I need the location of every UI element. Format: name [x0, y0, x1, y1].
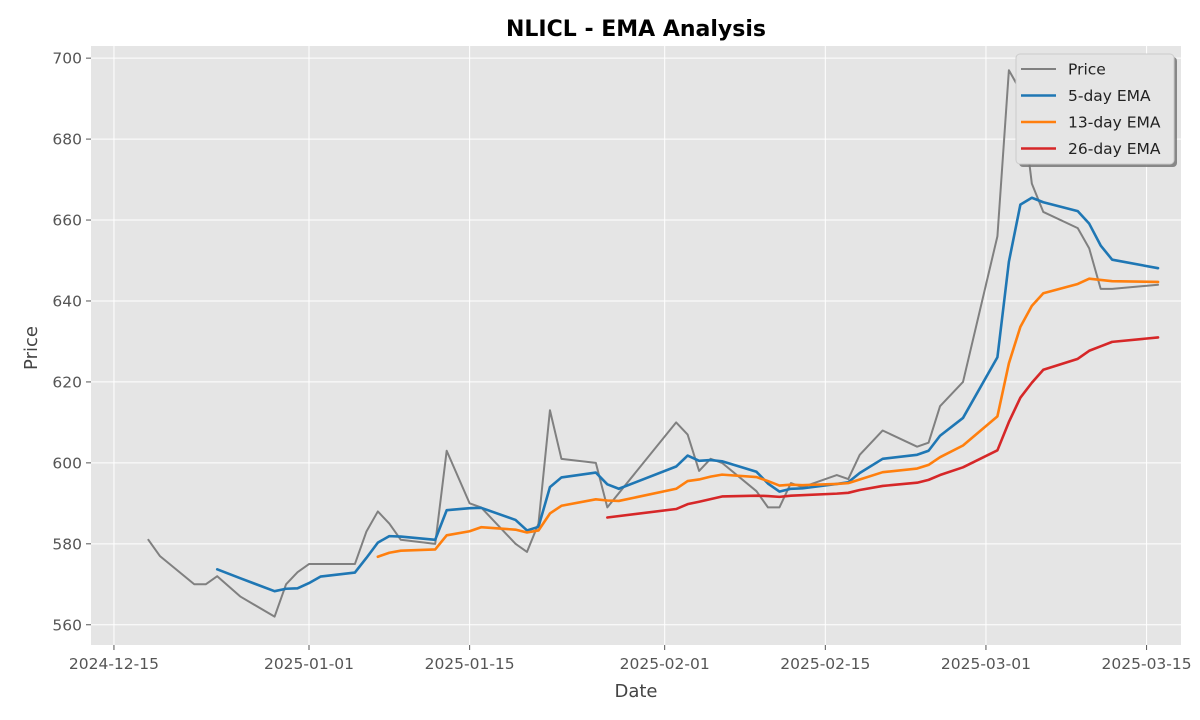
series-line-13-day-ema: [376, 277, 1160, 559]
legend-label-13-day-ema: 13-day EMA: [1068, 114, 1161, 132]
y-tick-label: 560: [52, 616, 82, 634]
y-tick-label: 680: [52, 131, 82, 149]
legend-label-26-day-ema: 26-day EMA: [1068, 140, 1161, 158]
x-axis-label: Date: [614, 681, 657, 702]
y-tick-label: 620: [52, 373, 82, 391]
grid-lines: [91, 46, 1181, 645]
chart-title: NLICL - EMA Analysis: [506, 17, 766, 42]
legend-box: [1015, 53, 1175, 165]
y-axis-label: Price: [21, 326, 42, 370]
series-line-5-day-ema: [215, 196, 1160, 593]
x-tick-label: 2025-02-15: [780, 655, 870, 673]
y-tick-label: 660: [52, 212, 82, 230]
y-tick-label: 640: [52, 292, 82, 310]
x-tick-label: 2024-12-15: [69, 655, 159, 673]
series-lines: [147, 69, 1160, 618]
y-tick-label: 600: [52, 454, 82, 472]
x-tick-label: 2025-01-15: [425, 655, 515, 673]
legend: Price 5-day EMA 13-day EMA 26-day EMA: [1015, 53, 1177, 167]
legend-label-5-day-ema: 5-day EMA: [1068, 87, 1151, 105]
y-tick-label: 700: [52, 50, 82, 68]
x-tick-label: 2025-03-01: [941, 655, 1031, 673]
series-line-price: [147, 69, 1160, 618]
axis-ticks: 560 580 600 620 640 660 680 700 2024-12-15 2025-0…: [52, 50, 1191, 673]
x-tick-label: 2025-01-01: [264, 655, 354, 673]
x-tick-label: 2025-03-15: [1102, 655, 1192, 673]
y-tick-label: 580: [52, 535, 82, 553]
series-line-26-day-ema: [606, 336, 1160, 519]
legend-label-price: Price: [1068, 61, 1106, 79]
x-tick-label: 2025-02-01: [620, 655, 710, 673]
